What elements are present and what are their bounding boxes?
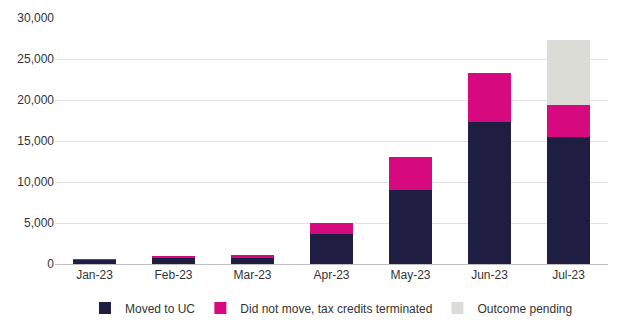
svg-text:Outcome pending: Outcome pending — [477, 302, 572, 316]
svg-text:Jul-23: Jul-23 — [552, 268, 585, 282]
svg-text:10,000: 10,000 — [17, 175, 54, 189]
svg-text:Feb-23: Feb-23 — [154, 268, 192, 282]
svg-text:15,000: 15,000 — [17, 134, 54, 148]
svg-text:Apr-23: Apr-23 — [313, 268, 349, 282]
svg-text:Did not move, tax credits term: Did not move, tax credits terminated — [240, 302, 432, 316]
svg-text:Jun-23: Jun-23 — [471, 268, 508, 282]
svg-text:Moved to UC: Moved to UC — [125, 302, 195, 316]
svg-text:20,000: 20,000 — [17, 93, 54, 107]
svg-text:25,000: 25,000 — [17, 52, 54, 66]
svg-text:May-23: May-23 — [390, 268, 430, 282]
svg-text:30,000: 30,000 — [17, 11, 54, 25]
svg-text:Jan-23: Jan-23 — [76, 268, 113, 282]
svg-text:Mar-23: Mar-23 — [233, 268, 271, 282]
svg-text:0: 0 — [47, 257, 54, 271]
svg-text:5,000: 5,000 — [24, 216, 54, 230]
